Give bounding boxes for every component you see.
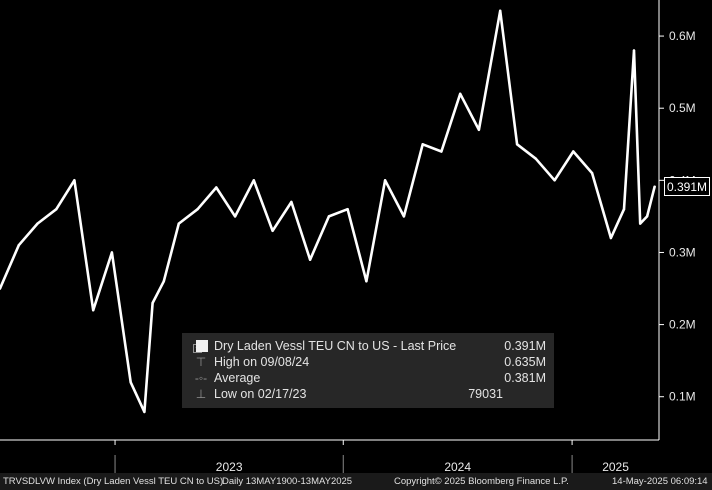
x-period-label: 2025 bbox=[602, 460, 629, 474]
data-point bbox=[233, 215, 237, 218]
data-point bbox=[162, 280, 165, 283]
data-point bbox=[215, 186, 218, 189]
data-point bbox=[151, 301, 154, 305]
legend-low-label: Low on 02/17/23 bbox=[214, 387, 307, 401]
data-point bbox=[346, 208, 349, 211]
legend-row-average: -◦- Average 0.381M bbox=[188, 370, 548, 386]
data-point bbox=[590, 171, 594, 175]
x-period-label: 2024 bbox=[444, 460, 471, 474]
data-point bbox=[177, 222, 180, 225]
high-marker-icon: ⊤ bbox=[195, 355, 207, 369]
low-marker-icon: ⊥ bbox=[195, 387, 207, 401]
y-tick-label: 0.3M bbox=[669, 245, 696, 259]
data-point bbox=[383, 179, 387, 182]
legend-row-high: ⊤ High on 09/08/24 0.635M bbox=[188, 354, 548, 370]
data-point bbox=[365, 280, 368, 283]
data-point bbox=[459, 92, 462, 96]
data-point bbox=[515, 143, 519, 146]
data-point bbox=[55, 208, 58, 211]
data-point bbox=[639, 222, 642, 225]
footer-copyright: Copyright© 2025 Bloomberg Finance L.P. bbox=[394, 476, 569, 487]
data-point bbox=[110, 251, 114, 254]
data-point bbox=[553, 179, 556, 182]
data-point bbox=[129, 381, 132, 384]
y-tick-label: 0.2M bbox=[669, 318, 696, 332]
y-tick-label: 0.5M bbox=[669, 101, 696, 115]
data-point bbox=[0, 287, 2, 290]
data-point bbox=[290, 200, 293, 204]
plot-area bbox=[0, 9, 656, 414]
footer-timestamp: 14-May-2025 06:09:14 bbox=[612, 476, 708, 487]
data-point bbox=[632, 49, 636, 52]
data-point bbox=[308, 258, 312, 261]
data-point bbox=[421, 143, 424, 146]
data-point bbox=[252, 179, 255, 182]
data-point bbox=[534, 157, 537, 160]
data-point bbox=[271, 229, 274, 232]
average-marker-icon: -◦- bbox=[194, 371, 208, 385]
x-period-label: 2023 bbox=[216, 460, 243, 474]
y-tick-label: 0.6M bbox=[669, 29, 696, 43]
data-point bbox=[572, 150, 575, 153]
series-line bbox=[0, 9, 656, 414]
footer-bar: TRVSDLVW Index (Dry Laden Vessl TEU CN t… bbox=[0, 473, 712, 490]
legend-series-label: Dry Laden Vessl TEU CN to US - Last Pric… bbox=[214, 339, 457, 353]
data-point bbox=[196, 208, 199, 211]
footer-index: TRVSDLVW Index (Dry Laden Vessl TEU CN t… bbox=[3, 476, 224, 487]
data-point bbox=[73, 179, 76, 182]
y-tick-label: 0.1M bbox=[669, 390, 696, 404]
legend: − Dry Laden Vessl TEU CN to US - Last Pr… bbox=[182, 333, 554, 408]
data-point bbox=[327, 215, 331, 218]
footer-range: Daily 13MAY1900-13MAY2025 bbox=[222, 476, 353, 487]
data-point bbox=[440, 150, 443, 153]
data-point bbox=[622, 208, 626, 211]
data-point bbox=[477, 128, 481, 131]
legend-high-label: High on 09/08/24 bbox=[214, 355, 310, 369]
last-price-tag: 0.391M bbox=[664, 176, 710, 196]
data-point bbox=[609, 236, 613, 240]
legend-average-label: Average bbox=[214, 371, 261, 385]
series-swatch bbox=[196, 340, 208, 352]
data-point bbox=[143, 410, 146, 414]
data-point bbox=[499, 9, 502, 12]
legend-row-series: − Dry Laden Vessl TEU CN to US - Last Pr… bbox=[188, 338, 548, 354]
data-point bbox=[402, 215, 406, 218]
data-point bbox=[92, 309, 95, 312]
legend-low-value: 79031 bbox=[468, 387, 503, 401]
legend-series-value: 0.391M bbox=[504, 339, 546, 353]
data-point bbox=[36, 222, 39, 225]
data-point bbox=[653, 185, 656, 188]
data-point bbox=[17, 244, 20, 247]
data-point bbox=[645, 215, 649, 218]
legend-average-value: 0.381M bbox=[504, 371, 546, 385]
legend-high-value: 0.635M bbox=[504, 355, 546, 369]
legend-row-low: ⊥ Low on 02/17/23 79031 bbox=[188, 386, 548, 402]
